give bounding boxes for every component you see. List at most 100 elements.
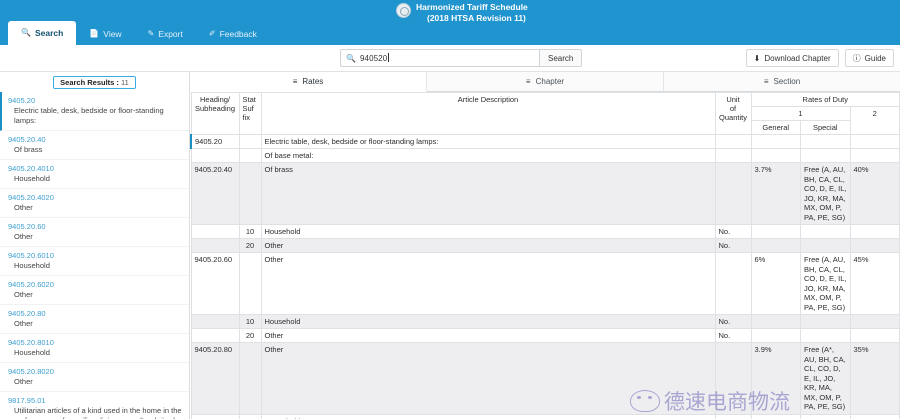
cell-unit (714, 162, 752, 225)
cell-general (750, 148, 801, 163)
col-unit-line3: Quantity (719, 113, 747, 122)
table-row[interactable]: 9405.20 Electric table, desk, bedside or … (190, 134, 900, 149)
table-row[interactable]: Of base metal: (190, 148, 900, 163)
tab-chapter-label: Chapter (535, 77, 565, 86)
cell-two (849, 328, 900, 343)
search-result-code: 9405.20.40 (8, 135, 46, 144)
search-button[interactable]: Search (540, 49, 583, 67)
tariff-table: Heading/ Subheading Stat Suf fix Article… (190, 92, 900, 419)
search-result-item[interactable]: 9405.20.80 Other (0, 305, 189, 334)
table-row[interactable]: 20 Other No. (190, 328, 900, 343)
search-result-item[interactable]: 9405.20.60 Other (0, 218, 189, 247)
search-result-code: 9405.20.80 (8, 309, 46, 318)
table-row[interactable]: 9405.20.40 Of brass 3.7% Free (A, AU, BH, C… (190, 162, 900, 225)
search-input[interactable]: 🔍 940520 (340, 49, 540, 67)
cell-two (849, 224, 900, 239)
cell-stat (238, 134, 262, 149)
search-result-item[interactable]: 9405.20.40 Of brass (0, 131, 189, 160)
search-result-code: 9817.95.01 (8, 396, 46, 405)
search-results-list: 9405.20 Electric table, desk, bedside or … (0, 92, 189, 419)
col-stat-line2: Suf (242, 104, 254, 113)
cell-special (800, 328, 851, 343)
search-result-code: 9405.20.8020 (8, 367, 54, 376)
cell-desc: Of brass (260, 162, 716, 225)
search-results-count: 11 (121, 77, 129, 87)
search-result-item[interactable]: 9405.20.6020 Other (0, 276, 189, 305)
cell-stat: 20 (238, 328, 262, 343)
search-results-sidebar[interactable]: Search Results : 11 9405.20 Electric tabl… (0, 72, 190, 419)
cell-unit (714, 134, 752, 149)
cell-two: 45% (849, 252, 900, 315)
document-icon: 📄 (89, 28, 100, 38)
cell-general (750, 134, 801, 149)
col-stat-suffix: Stat Suf fix (238, 92, 262, 135)
tab-chapter[interactable]: ≡ Chapter (427, 72, 664, 91)
cell-stat (238, 252, 262, 315)
search-icon: 🔍 (21, 28, 31, 37)
table-row[interactable]: 9405.20.80 Other 3.9% Free (A*, AU, BH, CA,… (190, 342, 900, 415)
search-toolbar: 🔍 940520 Search ⬇ Download Chapter ⓘ Gui… (0, 45, 900, 72)
cell-unit (714, 148, 752, 163)
cell-two (849, 134, 900, 149)
tab-view[interactable]: 📄 View (76, 22, 134, 45)
section-icon: ≡ (763, 77, 769, 86)
col-rate-group-2: 2 (849, 106, 900, 135)
search-result-description: Household (14, 348, 50, 357)
col-general: General (750, 120, 801, 135)
col-article-description: Article Description (260, 92, 716, 135)
cell-code (190, 238, 240, 253)
search-result-code: 9405.20 (8, 96, 36, 105)
cell-stat: 10 (238, 314, 262, 329)
cell-special (800, 148, 851, 163)
cell-general: 3.9% (750, 342, 801, 415)
seal-icon (396, 3, 411, 18)
col-unit-line2: of (729, 104, 737, 113)
cell-two (849, 314, 900, 329)
search-result-item[interactable]: 9405.20.4020 Other (0, 189, 189, 218)
search-result-description: Utilitarian articles of a kind used in t… (14, 406, 182, 419)
cell-stat: 10 (238, 413, 262, 419)
search-form: 🔍 940520 Search (340, 49, 583, 67)
col-rate-group-1: 1 (750, 106, 851, 121)
search-result-item[interactable]: 9405.20.8020 Other (0, 363, 189, 392)
tab-rates[interactable]: ≡ Rates (190, 72, 427, 92)
table-row[interactable]: 20 Other No. (190, 238, 900, 253)
search-result-code: 9405.20.60 (8, 222, 46, 231)
tab-feedback[interactable]: ✐ Feedback (196, 22, 270, 45)
search-result-item[interactable]: 9817.95.01 Utilitarian articles of a kind… (0, 392, 189, 419)
search-result-description: Household (14, 174, 50, 183)
search-result-description: Electric table, desk, bedside or floor-s… (14, 106, 164, 125)
tab-section[interactable]: ≡ Section (664, 72, 900, 91)
download-icon: ⬇ (753, 53, 761, 63)
cell-general: 6% (750, 252, 801, 315)
cell-desc: Other (260, 252, 716, 315)
search-result-description: Of brass (14, 145, 43, 154)
search-result-item[interactable]: 9405.20 Electric table, desk, bedside or … (0, 92, 189, 131)
search-result-item[interactable]: 9405.20.8010 Household (0, 334, 189, 363)
tariff-table-body: 9405.20 Electric table, desk, bedside or … (190, 134, 900, 419)
tab-export[interactable]: ✎ Export (135, 22, 196, 45)
table-row[interactable]: 9405.20.60 Other 6% Free (A, AU, BH, CA, CL… (190, 252, 900, 315)
search-result-item[interactable]: 9405.20.4010 Household (0, 160, 189, 189)
tab-feedback-label: Feedback (219, 28, 257, 39)
feedback-icon: ✐ (208, 28, 216, 38)
tab-search[interactable]: 🔍 Search (8, 21, 77, 45)
main-tab-bar: 🔍 Search 📄 View ✎ Export ✐ Feedback (8, 21, 270, 45)
export-icon: ✎ (147, 28, 155, 38)
cell-stat (238, 342, 262, 415)
cell-general (750, 314, 801, 329)
search-result-item[interactable]: 9405.20.6010 Household (0, 247, 189, 276)
cell-general (750, 328, 801, 343)
col-special: Special (800, 120, 851, 135)
cell-unit: No. (714, 238, 752, 253)
download-chapter-button[interactable]: ⬇ Download Chapter (745, 49, 839, 67)
tab-rates-label: Rates (302, 77, 324, 86)
download-chapter-label: Download Chapter (764, 53, 831, 63)
guide-button[interactable]: ⓘ Guide (844, 49, 894, 67)
col-unit-line1: Unit (726, 95, 740, 104)
search-result-code: 9405.20.4020 (8, 193, 54, 202)
